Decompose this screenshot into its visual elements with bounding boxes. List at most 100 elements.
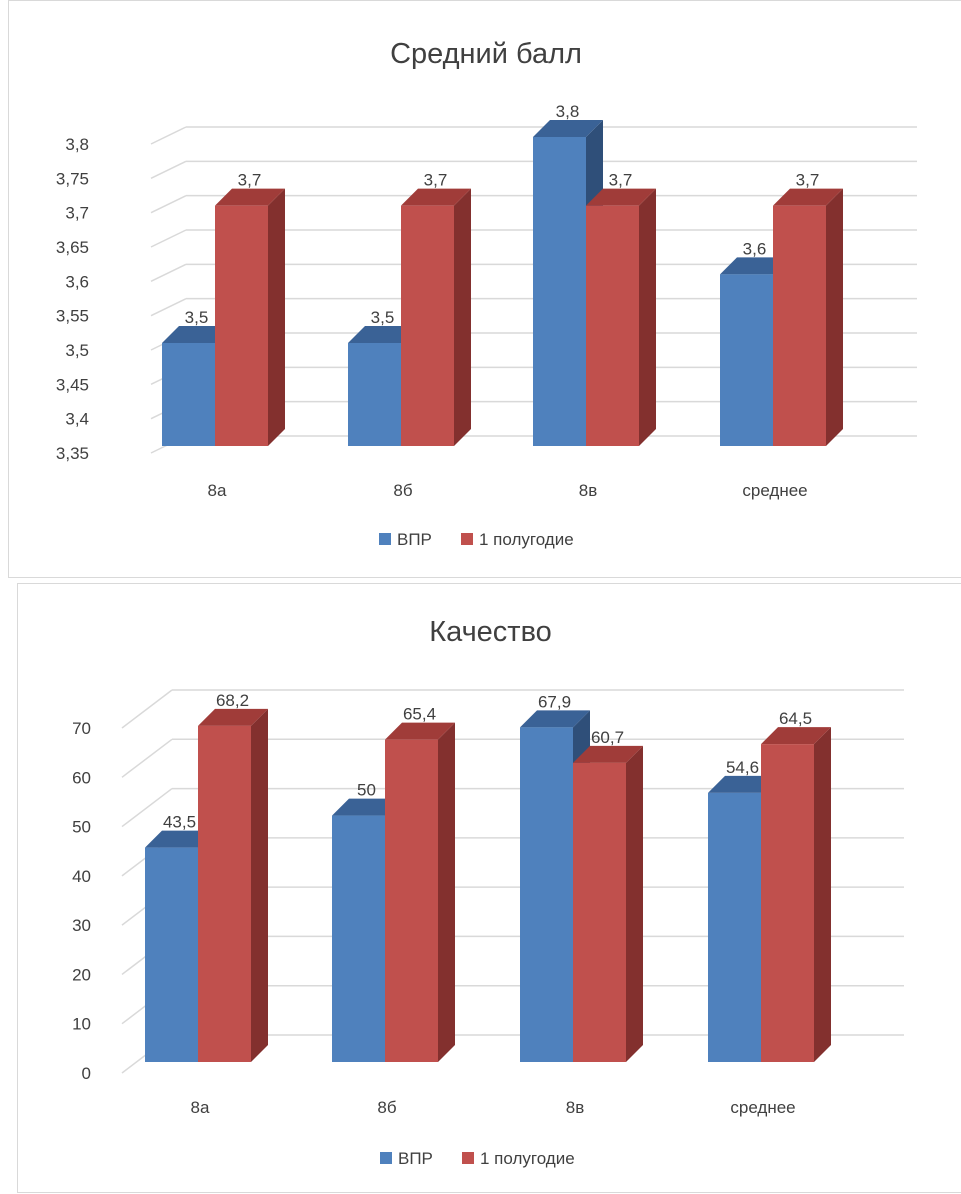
y-tick-label: 3,6: [65, 272, 89, 291]
legend-label: 1 полугодие: [479, 530, 574, 549]
data-label: 50: [357, 781, 376, 800]
data-label: 64,5: [779, 709, 812, 728]
bar-side: [639, 188, 656, 446]
gridline-depth: [150, 126, 187, 145]
legend-label: 1 полугодие: [480, 1149, 575, 1168]
bar-top: [573, 745, 643, 763]
gridline-depth: [121, 787, 173, 828]
category-label: 8а: [208, 481, 227, 500]
chart-quality: Качество 0 10 20 30 40 50 60 70 43,5 68,2 8а 50 65,4 8…: [17, 583, 961, 1193]
bar-top: [198, 708, 268, 726]
bar-top: [708, 775, 778, 793]
legend-swatch: [379, 533, 391, 545]
bar-top: [586, 188, 656, 206]
chart-title: Качество: [429, 616, 552, 648]
y-tick-label: 3,45: [56, 375, 89, 394]
data-label: 3,6: [743, 239, 767, 258]
bar: [708, 792, 761, 1062]
y-tick-label: 30: [72, 916, 91, 935]
bar-side: [268, 188, 285, 446]
bar: [332, 815, 385, 1062]
y-tick-label: 3,5: [65, 341, 89, 360]
category-label: 8в: [566, 1098, 585, 1117]
legend-label: ВПР: [397, 530, 432, 549]
data-label: 3,7: [609, 171, 633, 190]
gridline-depth: [150, 229, 187, 248]
bar-side: [826, 188, 843, 446]
gridline-depth: [121, 738, 173, 778]
bar-top: [520, 710, 590, 728]
data-label: 3,8: [556, 102, 580, 121]
category-label: 8а: [191, 1098, 210, 1117]
data-label: 3,5: [371, 308, 395, 327]
y-tick-label: 60: [72, 768, 91, 787]
y-tick-label: 3,8: [65, 135, 89, 154]
bar-side: [438, 722, 455, 1062]
category-label: 8б: [393, 481, 412, 500]
y-tick-label: 3,7: [65, 204, 89, 223]
bar-top: [720, 257, 790, 275]
y-tick-label: 70: [72, 719, 91, 738]
y-tick-label: 3,65: [56, 238, 89, 257]
data-label: 3,5: [185, 308, 209, 327]
y-tick-label: 20: [72, 965, 91, 984]
data-label: 68,2: [216, 691, 249, 710]
bar-side: [251, 708, 268, 1062]
legend-swatch: [461, 533, 473, 545]
bar: [385, 739, 438, 1062]
bar: [401, 205, 454, 446]
y-tick-label: 40: [72, 867, 91, 886]
bar-top: [401, 188, 471, 206]
bar-side: [814, 727, 831, 1062]
bar: [162, 343, 215, 446]
chart-average-score-svg: Средний балл 3,35 3,4 3,45 3,5 3,55 3,6 3,65 3,7…: [56, 38, 917, 549]
legend-swatch: [462, 1152, 474, 1164]
gridline-depth: [150, 160, 187, 180]
y-tick-label: 3,35: [56, 444, 89, 463]
data-label: 3,7: [424, 171, 448, 190]
bar: [348, 343, 401, 446]
bar-top: [145, 830, 215, 848]
bar-top: [332, 798, 402, 816]
data-label: 43,5: [163, 813, 196, 832]
bar-top: [162, 326, 232, 343]
bar: [773, 205, 826, 446]
y-tick-label: 10: [72, 1015, 91, 1034]
category-label: 8б: [377, 1098, 396, 1117]
bar: [520, 727, 573, 1062]
gridline-depth: [121, 689, 173, 729]
bar-top: [385, 722, 455, 740]
bar: [761, 744, 814, 1062]
y-tick-label: 3,75: [56, 169, 89, 188]
data-label: 65,4: [403, 705, 436, 724]
data-label: 60,7: [591, 728, 624, 747]
chart-average-score: Средний балл 3,35 3,4 3,45 3,5 3,55 3,6 3,65 3,7…: [8, 0, 961, 578]
bar-side: [454, 188, 471, 446]
y-tick-label: 3,55: [56, 307, 89, 326]
chart-quality-svg: Качество 0 10 20 30 40 50 60 70 43,5 68,2 8а 50 65,4 8…: [72, 616, 904, 1168]
bar: [215, 205, 268, 446]
bar: [573, 762, 626, 1062]
bar: [720, 274, 773, 446]
y-tick-label: 3,4: [65, 410, 89, 429]
bar-top: [215, 188, 285, 206]
category-label: среднее: [742, 481, 807, 500]
bar: [145, 847, 198, 1062]
category-label: 8в: [579, 481, 598, 500]
gridline-depth: [150, 297, 187, 317]
data-label: 3,7: [238, 171, 262, 190]
bar: [586, 205, 639, 446]
data-label: 67,9: [538, 692, 571, 711]
chart-title: Средний балл: [390, 38, 582, 70]
bar-top: [761, 727, 831, 745]
category-label: среднее: [730, 1098, 795, 1117]
bar: [198, 725, 251, 1062]
legend-swatch: [380, 1152, 392, 1164]
bar-top: [533, 120, 603, 137]
gridline-depth: [150, 194, 187, 214]
bar-top: [773, 188, 843, 206]
bar: [533, 137, 586, 446]
y-tick-label: 0: [82, 1064, 91, 1083]
data-label: 3,7: [796, 171, 820, 190]
y-tick-label: 50: [72, 818, 91, 837]
